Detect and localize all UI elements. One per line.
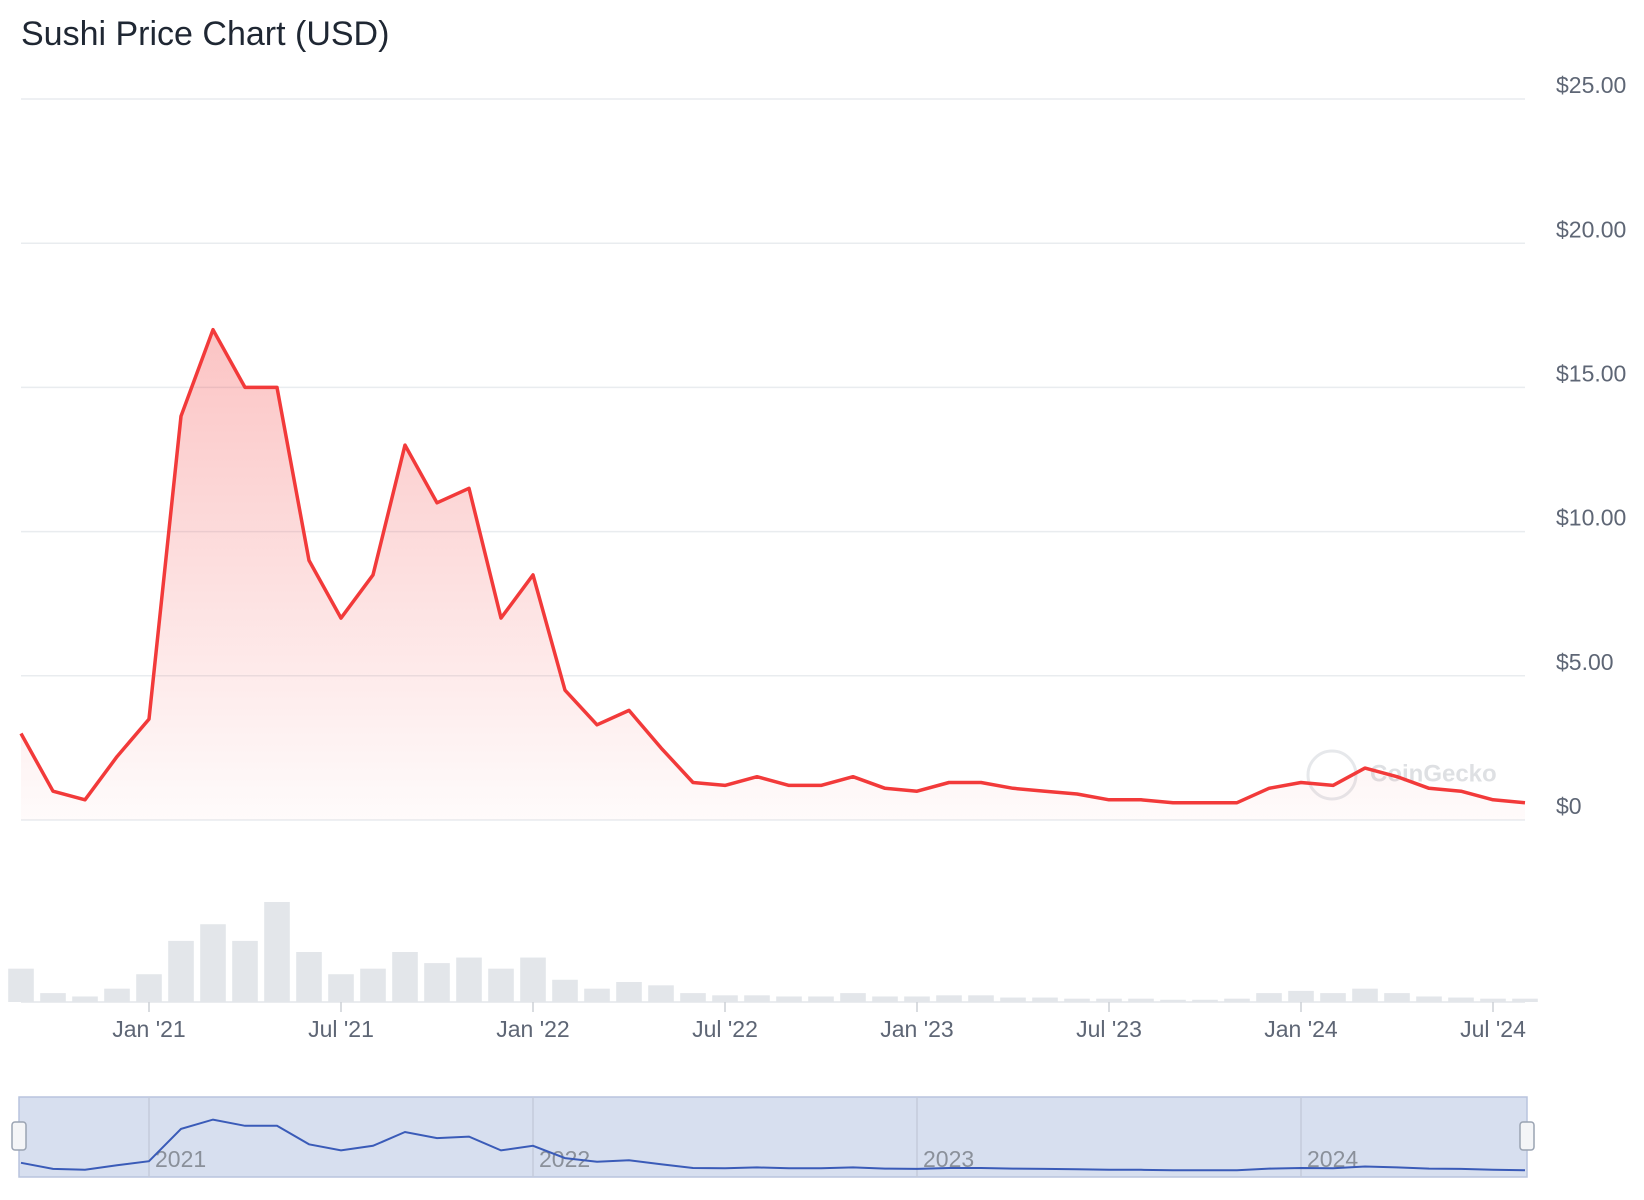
volume-bar xyxy=(1416,996,1442,1002)
volume-bar xyxy=(872,996,898,1002)
volume-bar xyxy=(296,952,322,1002)
volume-bar xyxy=(392,952,418,1002)
volume-bar xyxy=(520,957,546,1002)
y-tick-label: $25.00 xyxy=(1556,72,1626,98)
volume-bar xyxy=(168,940,194,1002)
volume-bar xyxy=(616,982,642,1002)
chart-title: Sushi Price Chart (USD) xyxy=(21,15,389,53)
x-tick-label: Jan '23 xyxy=(880,1016,953,1042)
volume-bar xyxy=(744,995,770,1002)
x-tick-label: Jan '21 xyxy=(112,1016,185,1042)
volume-bar xyxy=(904,996,930,1002)
volume-bar xyxy=(808,996,834,1002)
volume-bar xyxy=(1000,997,1026,1002)
volume-bar xyxy=(1512,998,1538,1002)
volume-bar xyxy=(776,996,802,1002)
y-tick-label: $10.00 xyxy=(1556,505,1626,531)
volume-bar xyxy=(328,974,354,1002)
volume-bar xyxy=(1128,998,1154,1002)
volume-bar xyxy=(936,995,962,1002)
navigator-line xyxy=(20,1118,1526,1172)
volume-bar xyxy=(1320,993,1346,1002)
volume-bar xyxy=(40,993,66,1002)
volume-bar xyxy=(552,979,578,1002)
x-tick-label: Jul '22 xyxy=(692,1016,758,1042)
volume-bar xyxy=(680,993,706,1002)
volume-bar xyxy=(840,993,866,1002)
volume-bar xyxy=(264,902,290,1002)
volume-bar xyxy=(8,968,34,1002)
volume-bar xyxy=(1384,993,1410,1002)
x-tick-label: Jul '23 xyxy=(1076,1016,1142,1042)
y-tick-label: $20.00 xyxy=(1556,216,1626,242)
y-tick-label: $15.00 xyxy=(1556,360,1626,386)
volume-bar xyxy=(360,968,386,1002)
navigator-label: 2021 xyxy=(155,1146,206,1172)
volume-bar xyxy=(1224,998,1250,1002)
volume-bar xyxy=(1192,999,1218,1002)
navigator-handle[interactable] xyxy=(11,1121,27,1151)
volume-bar xyxy=(104,988,130,1002)
x-tick-label: Jul '24 xyxy=(1460,1016,1526,1042)
volume-bar xyxy=(488,968,514,1002)
volume-bar xyxy=(584,988,610,1002)
volume-bar xyxy=(424,963,450,1002)
x-tick-label: Jan '24 xyxy=(1264,1016,1338,1042)
volume-bar xyxy=(648,985,674,1002)
navigator-label: 2022 xyxy=(539,1146,590,1172)
volume-bar xyxy=(1448,997,1474,1002)
volume-bar xyxy=(1064,998,1090,1002)
volume-bar xyxy=(1352,988,1378,1002)
volume-bar xyxy=(1256,993,1282,1002)
volume-bar xyxy=(1480,998,1506,1002)
price-area xyxy=(21,329,1525,820)
y-tick-label: $0 xyxy=(1556,793,1582,819)
navigator-window xyxy=(18,1096,1528,1178)
volume-bar xyxy=(136,974,162,1002)
navigator-handle[interactable] xyxy=(1519,1121,1535,1151)
x-tick-label: Jan '22 xyxy=(496,1016,569,1042)
volume-bar xyxy=(712,995,738,1002)
y-tick-label: $5.00 xyxy=(1556,649,1614,675)
x-tick-label: Jul '21 xyxy=(308,1016,374,1042)
volume-bar xyxy=(456,957,482,1002)
volume-bar xyxy=(72,996,98,1002)
volume-bar xyxy=(200,924,226,1002)
price-line xyxy=(19,327,1526,805)
volume-bar xyxy=(1032,997,1058,1002)
volume-bar xyxy=(1096,998,1122,1002)
volume-bar xyxy=(1288,990,1314,1002)
volume-bar xyxy=(968,995,994,1002)
volume-bar xyxy=(1160,999,1186,1002)
volume-bar xyxy=(232,940,258,1002)
